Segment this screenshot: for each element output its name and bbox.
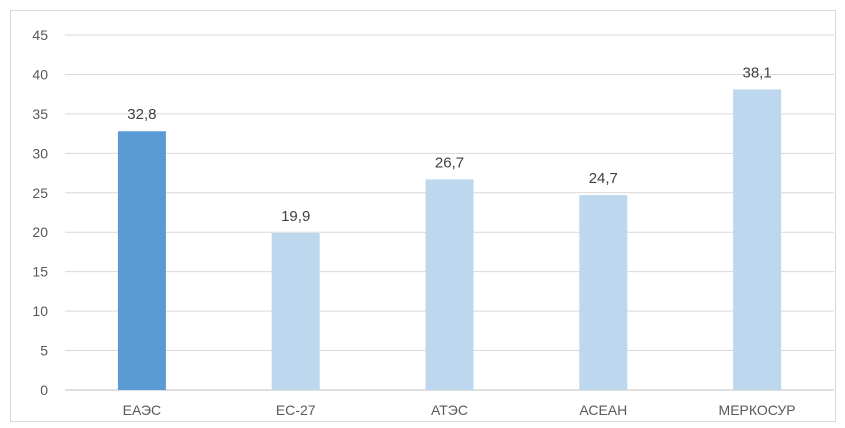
y-tick-label: 20: [32, 224, 48, 240]
data-label: 26,7: [435, 154, 464, 171]
y-axis-ticks: 0 5 10 15 20 25 30 35 40 45: [32, 27, 48, 398]
y-tick-label: 25: [32, 185, 48, 201]
bar: [117, 131, 166, 390]
data-label: 38,1: [742, 64, 771, 81]
data-label: 32,8: [127, 106, 156, 123]
category-label: МЕРКОСУР: [719, 402, 796, 418]
data-label: 24,7: [589, 170, 618, 187]
category-label: АТЭС: [431, 402, 468, 418]
y-tick-label: 45: [32, 27, 48, 43]
data-label: 19,9: [281, 208, 310, 225]
category-label: ЕАЭС: [123, 402, 162, 418]
category-label: АСЕАН: [579, 402, 627, 418]
y-tick-label: 5: [40, 343, 48, 359]
y-tick-label: 30: [32, 145, 48, 161]
y-tick-label: 15: [32, 264, 48, 280]
gridlines: [65, 34, 834, 391]
bar: [579, 195, 628, 390]
y-tick-label: 35: [32, 106, 48, 122]
category-label: ЕС-27: [276, 402, 316, 418]
y-tick-label: 0: [40, 382, 48, 398]
x-axis-categories: ЕАЭС ЕС-27 АТЭС АСЕАН МЕРКОСУР: [123, 402, 796, 418]
data-labels: 32,8 19,9 26,7 24,7 38,1: [127, 64, 771, 225]
bars: [117, 89, 782, 390]
y-tick-label: 40: [32, 66, 48, 82]
bar: [733, 89, 782, 390]
bar: [271, 233, 320, 390]
bar: [425, 179, 474, 390]
y-tick-label: 10: [32, 303, 48, 319]
